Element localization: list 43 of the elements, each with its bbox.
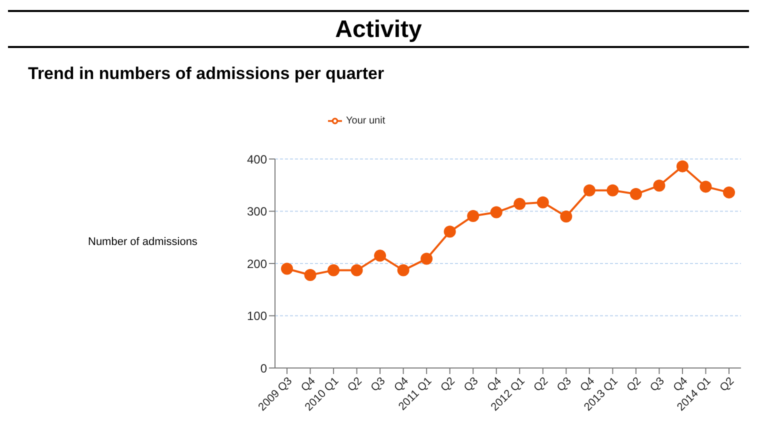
point xyxy=(700,180,712,193)
point xyxy=(653,180,666,192)
point xyxy=(328,264,340,276)
point xyxy=(606,184,619,196)
point xyxy=(560,210,572,222)
point xyxy=(630,188,642,200)
legend-label: Your unit xyxy=(346,116,386,127)
x-tick-label: Q2 xyxy=(532,375,551,394)
y-tick-label: 200 xyxy=(246,256,268,271)
point xyxy=(350,264,363,276)
x-tick-label: Q4 xyxy=(671,375,690,394)
x-tick-label: Q3 xyxy=(554,375,574,394)
x-tick-label: Q2 xyxy=(718,375,737,394)
point xyxy=(420,252,433,265)
point xyxy=(444,226,456,238)
y-tick-label: 400 xyxy=(246,152,268,166)
x-tick-label: Q2 xyxy=(438,375,458,394)
x-tick-label: Q4 xyxy=(578,375,598,394)
point xyxy=(490,206,502,218)
point xyxy=(281,262,293,275)
x-tick-label: Q3 xyxy=(648,375,667,394)
x-tick-label: Q3 xyxy=(368,375,388,394)
point xyxy=(676,160,688,172)
point xyxy=(514,198,526,210)
point xyxy=(397,264,410,276)
x-tick-label: Q4 xyxy=(299,375,318,394)
point xyxy=(723,186,735,198)
chart-subtitle: Trend in numbers of admissions per quarter xyxy=(28,64,384,84)
point xyxy=(583,184,596,196)
point xyxy=(304,268,316,281)
x-tick-label: Q2 xyxy=(624,375,644,394)
y-tick-label: 0 xyxy=(260,361,268,376)
x-tick-label: Q4 xyxy=(485,375,504,394)
y-tick-label: 100 xyxy=(246,309,268,324)
x-tick-label: Q4 xyxy=(392,375,411,394)
y-axis-title: Number of admissions xyxy=(88,236,198,248)
point xyxy=(467,210,480,222)
chart-title: Activity xyxy=(334,16,423,44)
point xyxy=(536,196,549,208)
x-tick-label: Q3 xyxy=(462,375,481,394)
point xyxy=(374,250,386,262)
x-tick-label: Q2 xyxy=(346,375,364,394)
y-tick-label: 300 xyxy=(246,204,268,219)
